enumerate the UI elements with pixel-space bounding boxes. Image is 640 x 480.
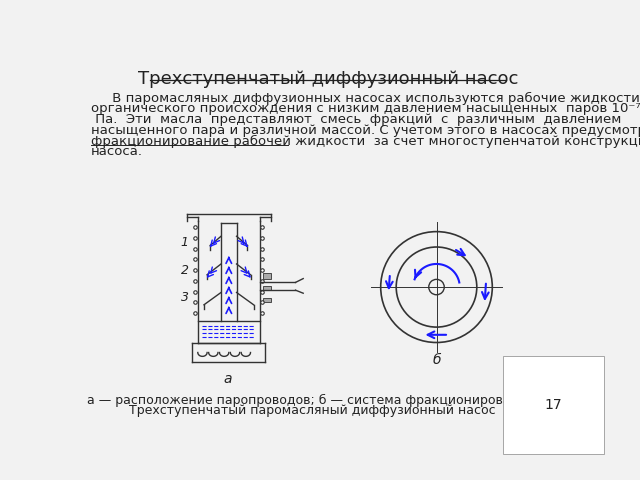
Bar [263,286,271,290]
Text: а: а [223,372,232,386]
Text: Трехступенчатый паромасляный диффузионный насос: Трехступенчатый паромасляный диффузионны… [129,404,496,417]
Text: насоса.: насоса. [91,145,143,158]
Text: фракционирование рабочей жидкости  за счет многоступенчатой конструкции: фракционирование рабочей жидкости за сче… [91,134,640,148]
Text: а — расположение паропроводов; б — система фракционирования;: а — расположение паропроводов; б — систе… [86,394,538,407]
Text: В паромасляных диффузионных насосах используются рабочие жидкости: В паромасляных диффузионных насосах испо… [91,92,640,105]
Text: Трехступенчатый диффузионный насос: Трехступенчатый диффузионный насос [138,70,518,88]
Text: Па.  Эти  масла  представляют  смесь  фракций  с  различным  давлением: Па. Эти масла представляют смесь фракций… [91,113,621,126]
Text: 17: 17 [545,398,562,412]
Text: б: б [432,353,441,367]
Text: 2: 2 [180,264,189,276]
Bar [263,298,271,302]
Bar [263,273,271,278]
Text: 3: 3 [180,291,189,304]
Text: насыщенного пара и различной массой. С учетом этого в насосах предусмотрено: насыщенного пара и различной массой. С у… [91,124,640,137]
Text: 1: 1 [180,236,189,249]
Text: органического происхождения с низким давлением насыщенных  паров 10⁻⁷ —10⁻⁹: органического происхождения с низким дав… [91,102,640,115]
